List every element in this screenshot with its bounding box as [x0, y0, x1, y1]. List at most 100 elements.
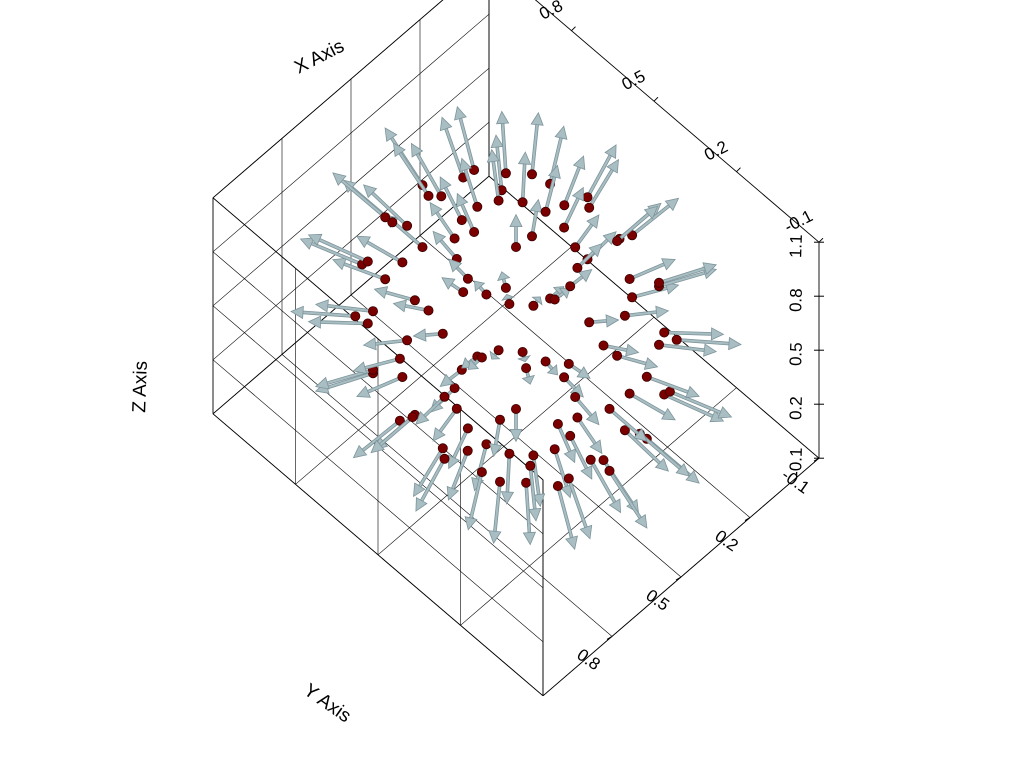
data-point: [565, 281, 576, 292]
vector-arrow: [540, 164, 561, 217]
vector-arrow: [604, 403, 648, 442]
data-point: [472, 201, 483, 212]
data-point: [456, 215, 467, 226]
arrow-shaft-highlight: [588, 168, 614, 209]
vector-arrow: [624, 258, 676, 284]
arrow-head: [655, 305, 670, 319]
y-tick-mark: [675, 576, 682, 581]
data-point: [559, 372, 570, 383]
arrow-head: [547, 164, 561, 180]
data-point: [451, 403, 462, 414]
arrow-head: [362, 337, 377, 351]
data-point: [494, 476, 505, 487]
vector-arrow: [559, 186, 584, 233]
data-point: [584, 317, 595, 328]
data-point: [552, 480, 563, 491]
data-point: [500, 168, 511, 179]
grid-line: [212, 13, 490, 253]
vector-arrow: [290, 305, 361, 322]
grid-line: [212, 359, 544, 643]
vector-arrow: [559, 155, 586, 211]
x-tick-label: 0.8: [536, 0, 566, 24]
arrow-shaft-highlight: [496, 146, 503, 192]
grid-line: [281, 354, 613, 637]
arrow-head: [643, 205, 659, 220]
arrow-shaft-highlight: [451, 449, 469, 490]
vector-arrow: [412, 328, 448, 342]
arrow-head: [299, 237, 315, 250]
vector-arrow: [563, 473, 593, 540]
vector-arrow: [432, 403, 462, 442]
arrow-head: [415, 497, 428, 512]
arrow-head: [531, 296, 543, 306]
grid-line: [488, 175, 820, 459]
x-tick-mark: [571, 26, 576, 32]
z-axis-title: Z Axis: [129, 361, 152, 413]
data-point: [612, 236, 623, 247]
data-point: [394, 353, 405, 364]
arrow-head: [370, 439, 385, 454]
vector-arrow: [598, 340, 640, 357]
vector-arrow: [517, 346, 531, 363]
vector-arrow: [528, 450, 546, 508]
arrow-head: [702, 262, 718, 275]
data-point: [521, 363, 532, 374]
data-point: [565, 430, 576, 441]
data-point: [493, 345, 504, 356]
vector-arrow: [446, 445, 473, 501]
vector-arrow: [641, 371, 700, 399]
arrow-head: [307, 315, 322, 329]
arrow-head: [643, 357, 659, 370]
vector-arrow: [486, 148, 504, 206]
arrow-head: [563, 448, 576, 464]
vector-arrow: [362, 335, 413, 351]
y-tick-mark: [744, 517, 751, 522]
arrow-shaft-highlight: [544, 176, 556, 213]
arrow-shaft-highlight: [628, 263, 666, 280]
data-point: [517, 346, 528, 357]
arrow-head: [529, 198, 543, 213]
arrow-shaft-highlight: [493, 480, 501, 533]
arrow-shaft-highlight: [658, 271, 706, 288]
arrow-head: [579, 524, 593, 540]
arrow-head: [717, 406, 733, 419]
data-point: [641, 371, 652, 382]
arrow-head: [448, 258, 463, 273]
arrow-shaft-highlight: [675, 338, 730, 345]
arrow-head: [571, 186, 584, 202]
vector-arrow: [552, 418, 576, 464]
z-tick-label: -0.1: [786, 447, 806, 477]
arrow-shaft-highlight: [525, 481, 531, 534]
data-point: [604, 403, 615, 414]
arrow-head: [332, 172, 347, 187]
arrow-shaft-highlight: [399, 152, 430, 197]
arrow-head: [661, 407, 676, 421]
data-point: [423, 305, 434, 316]
arrow-shaft-highlight: [435, 211, 456, 240]
data-point: [570, 242, 581, 253]
arrow-head: [577, 268, 593, 283]
data-point: [517, 197, 528, 208]
arrow-head: [606, 158, 619, 174]
y-axis-title: Y Axis: [300, 680, 355, 727]
vector-arrow: [495, 110, 511, 179]
data-point: [552, 418, 563, 429]
arrow-head: [490, 134, 504, 149]
vector-arrow: [439, 176, 467, 226]
vector-arrow: [413, 443, 448, 498]
vector-arrow: [501, 293, 515, 309]
data-point: [449, 383, 460, 394]
vector-arrow: [528, 296, 543, 311]
arrow-head: [439, 373, 455, 388]
arrow-head: [528, 507, 542, 522]
arrow-head: [654, 457, 670, 472]
vector-arrow: [490, 134, 507, 196]
arrow-head: [530, 111, 544, 126]
z-tick-label: 0.8: [786, 288, 806, 312]
arrow-head: [467, 358, 480, 370]
arrow-shaft-highlight: [366, 241, 404, 264]
x-tick-label: -0.1: [781, 206, 816, 236]
vector-arrow: [356, 235, 408, 268]
x-tick-label: 0.2: [701, 137, 731, 165]
arrow-head: [393, 142, 406, 158]
